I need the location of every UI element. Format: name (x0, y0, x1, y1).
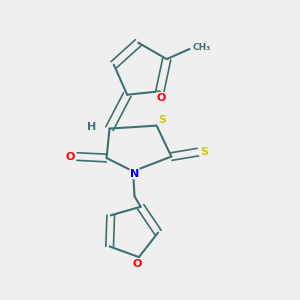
Text: N: N (130, 169, 139, 178)
Text: S: S (200, 147, 208, 157)
Text: O: O (157, 93, 166, 103)
Text: S: S (158, 115, 166, 125)
Text: H: H (87, 122, 96, 132)
Text: O: O (133, 259, 142, 269)
Text: CH₃: CH₃ (193, 43, 211, 52)
Text: O: O (66, 152, 75, 162)
